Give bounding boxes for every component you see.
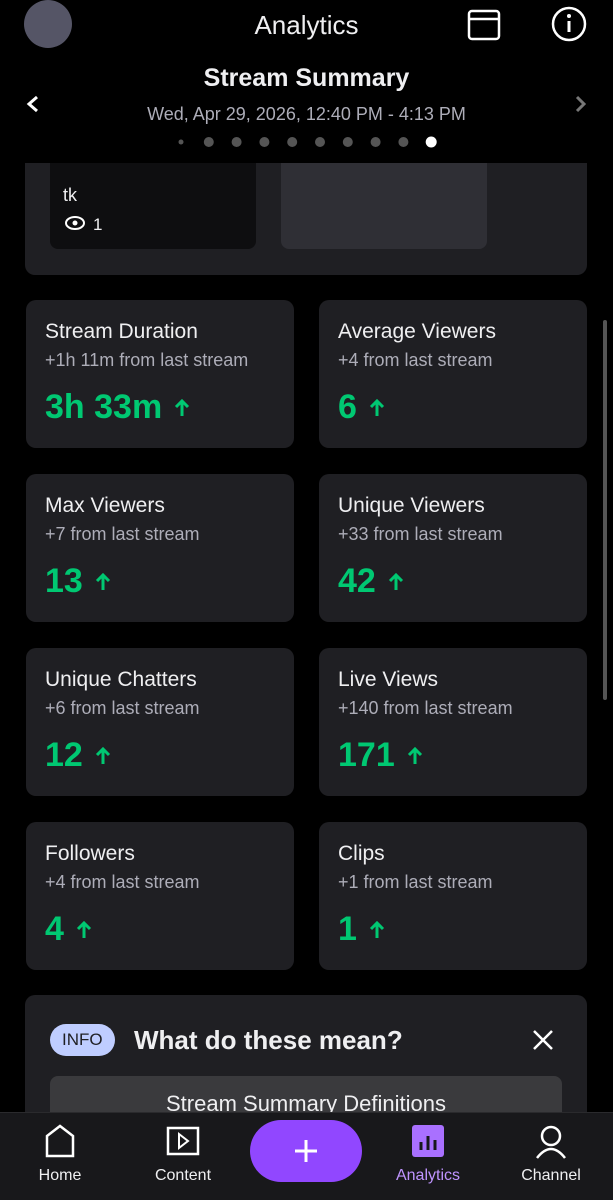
stat-value: 4 bbox=[45, 910, 64, 948]
stat-value: 6 bbox=[338, 388, 357, 426]
page-dot[interactable] bbox=[231, 137, 242, 147]
nav-icons bbox=[45, 1120, 566, 1182]
stat-card[interactable]: Average Viewers +4 from last stream 6 bbox=[319, 300, 587, 448]
up-arrow bbox=[76, 920, 92, 938]
header-title: Analytics bbox=[254, 10, 359, 40]
stat-title: Followers bbox=[45, 842, 135, 865]
stat-title: Unique Chatters bbox=[45, 668, 197, 691]
page-dot[interactable] bbox=[315, 137, 325, 147]
stat-title: Live Views bbox=[338, 668, 438, 691]
nav-label[interactable]: Home bbox=[38, 1167, 82, 1184]
info-card: INFO What do these mean? Stream Summary … bbox=[25, 995, 587, 1155]
stat-title: Unique Viewers bbox=[338, 494, 485, 517]
stat-value: 42 bbox=[338, 562, 376, 600]
header-icons bbox=[24, 0, 587, 148]
stat-title: Max Viewers bbox=[45, 494, 165, 517]
info-heading: What do these mean? bbox=[134, 1025, 403, 1055]
page-dot[interactable] bbox=[259, 137, 270, 147]
stat-value: 171 bbox=[338, 736, 395, 774]
up-arrow bbox=[95, 746, 111, 764]
next-arrow[interactable] bbox=[575, 95, 587, 113]
stat-title: Average Viewers bbox=[338, 320, 496, 343]
stat-card[interactable]: Followers +4 from last stream 4 bbox=[26, 822, 294, 970]
stat-value: 13 bbox=[45, 562, 83, 600]
stat-card[interactable]: Clips +1 from last stream 1 bbox=[319, 822, 587, 970]
up-arrow bbox=[174, 398, 190, 416]
stat-delta: +6 from last stream bbox=[45, 698, 200, 718]
info-icon[interactable] bbox=[551, 6, 587, 42]
stat-value: 12 bbox=[45, 736, 83, 774]
page-dot[interactable] bbox=[370, 137, 381, 147]
summary-date: Wed, Apr 29, 2026, 12:40 PM - 4:13 PM bbox=[147, 104, 466, 124]
page-dot[interactable] bbox=[178, 139, 184, 145]
up-arrow bbox=[369, 920, 385, 938]
stat-card[interactable]: Max Viewers +7 from last stream 13 bbox=[26, 474, 294, 622]
up-arrow bbox=[388, 572, 404, 590]
clip-section: tk 1 bbox=[25, 163, 587, 275]
up-arrow bbox=[369, 398, 385, 416]
clip-thumb[interactable]: tk 1 bbox=[50, 163, 256, 249]
nav-label[interactable]: Channel bbox=[521, 1167, 581, 1184]
avatar[interactable] bbox=[24, 0, 72, 48]
up-arrow bbox=[407, 746, 423, 764]
page-dot[interactable] bbox=[342, 137, 353, 147]
nav-label[interactable]: Analytics bbox=[395, 1167, 461, 1184]
page-dot[interactable] bbox=[398, 137, 409, 147]
clip-placeholder bbox=[281, 163, 487, 249]
page-dot[interactable] bbox=[425, 136, 437, 148]
page-dots bbox=[178, 136, 437, 148]
home-icon[interactable] bbox=[45, 1124, 75, 1158]
stat-delta: +140 from last stream bbox=[338, 698, 513, 718]
stat-card[interactable]: Unique Viewers +33 from last stream 42 bbox=[319, 474, 587, 622]
stat-delta: +1 from last stream bbox=[338, 872, 493, 892]
stat-card[interactable]: Unique Chatters +6 from last stream 12 bbox=[26, 648, 294, 796]
stat-delta: +1h 11m from last stream bbox=[45, 350, 249, 370]
stat-value: 1 bbox=[338, 910, 357, 948]
stat-value: 3h 33m bbox=[45, 388, 163, 426]
stat-title: Stream Duration bbox=[45, 320, 198, 343]
page-dot[interactable] bbox=[203, 137, 214, 147]
stat-delta: +33 from last stream bbox=[338, 524, 503, 544]
stat-delta: +4 from last stream bbox=[338, 350, 493, 370]
page-dot[interactable] bbox=[287, 137, 298, 147]
info-badge: INFO bbox=[50, 1024, 115, 1056]
clip-title: tk bbox=[63, 185, 78, 205]
up-arrow bbox=[95, 572, 111, 590]
eye-icon bbox=[65, 216, 85, 230]
stat-delta: +7 from last stream bbox=[45, 524, 200, 544]
clip-views: 1 bbox=[93, 215, 103, 234]
stat-delta: +4 from last stream bbox=[45, 872, 200, 892]
content-icon[interactable] bbox=[166, 1126, 200, 1156]
stat-title: Clips bbox=[338, 842, 385, 865]
prev-arrow[interactable] bbox=[26, 95, 38, 113]
channel-icon[interactable] bbox=[540, 1125, 562, 1147]
summary-title: Stream Summary bbox=[203, 64, 410, 92]
nav-label[interactable]: Content bbox=[154, 1167, 212, 1184]
stat-card[interactable]: Live Views +140 from last stream 171 bbox=[319, 648, 587, 796]
close-icon[interactable] bbox=[531, 1028, 555, 1052]
stat-card[interactable]: Stream Duration +1h 11m from last stream 3… bbox=[26, 300, 294, 448]
calendar-icon[interactable] bbox=[467, 9, 501, 41]
scrollbar bbox=[603, 320, 607, 700]
